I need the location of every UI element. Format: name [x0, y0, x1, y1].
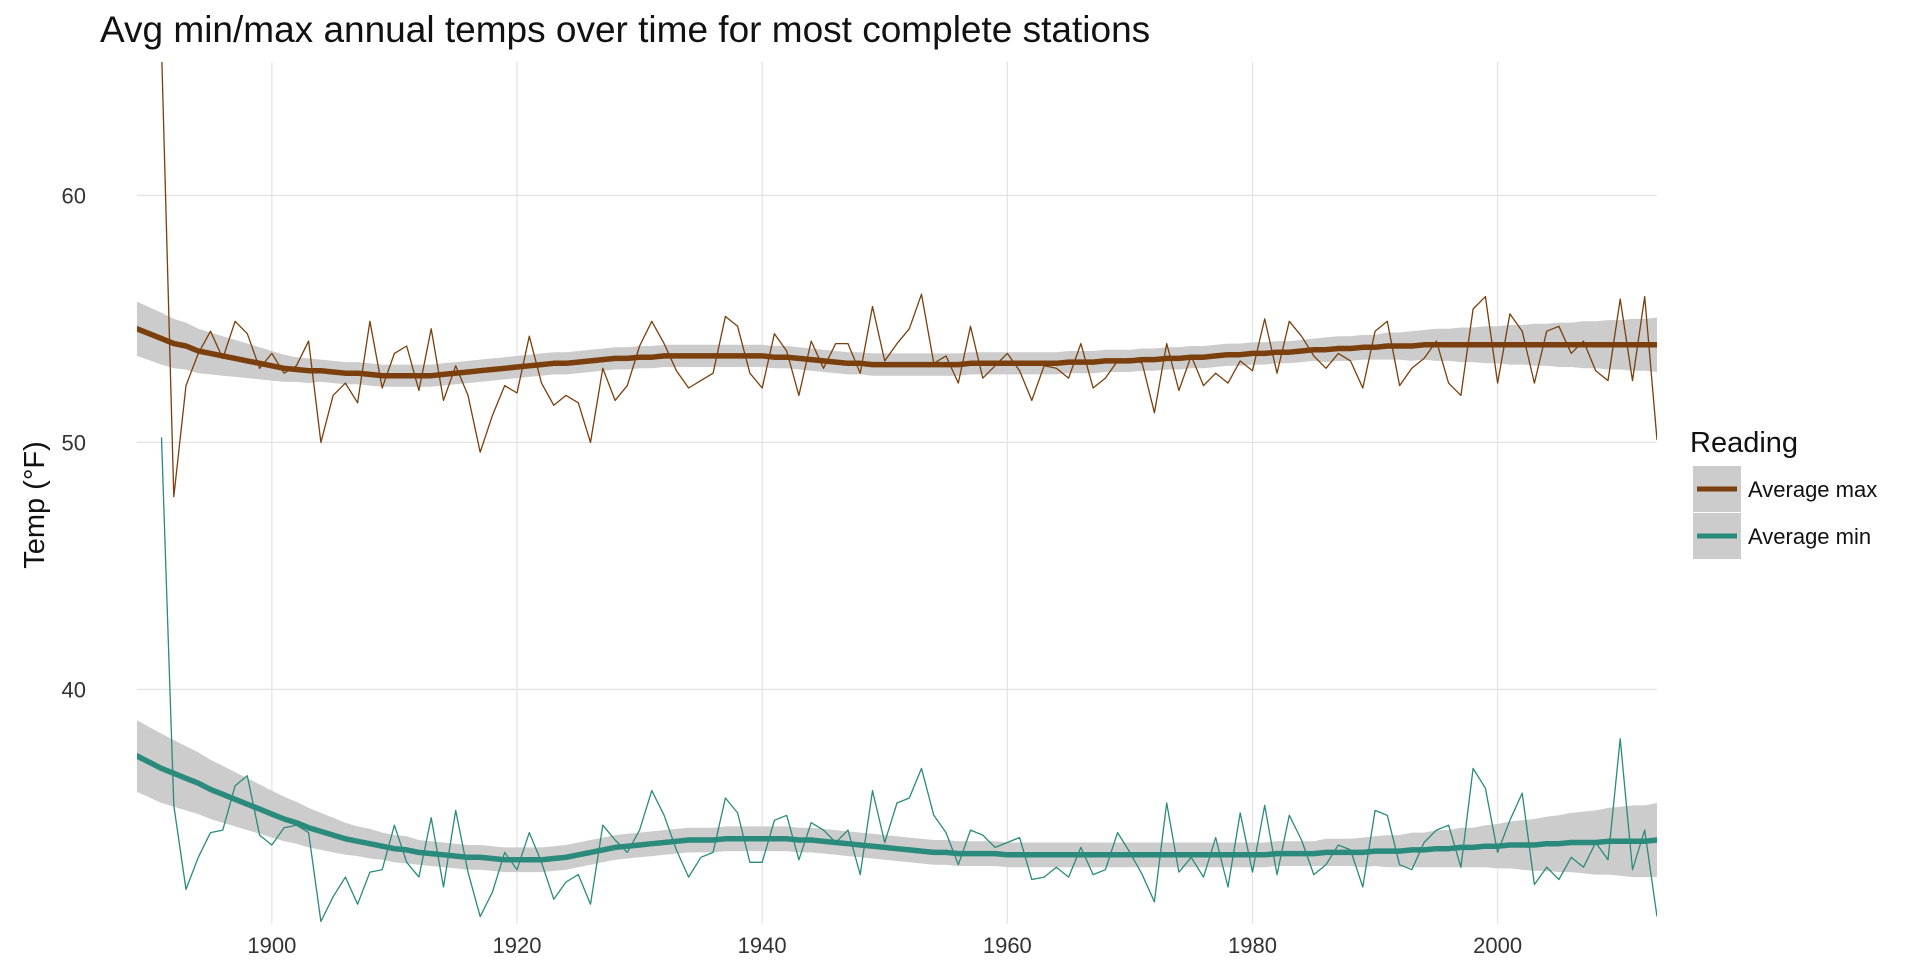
x-tick-label: 2000	[1473, 933, 1522, 958]
gridlines	[137, 62, 1657, 924]
average-min-legend-label: Average min	[1748, 524, 1871, 549]
smooth-series-lines	[137, 326, 1657, 863]
x-tick-label: 1940	[738, 933, 787, 958]
y-tick-label: 50	[62, 430, 86, 455]
x-tick-label: 1900	[247, 933, 296, 958]
average-min-confidence-band	[137, 720, 1657, 878]
average-max-yearly-line	[161, 62, 1657, 498]
average-min-smooth-line	[137, 753, 1657, 863]
chart-title: Avg min/max annual temps over time for m…	[100, 9, 1150, 50]
legend: Reading Average max Average min	[1690, 427, 1877, 559]
y-tick-label: 60	[62, 183, 86, 208]
average-max-legend-label: Average max	[1748, 477, 1877, 502]
raw-series-lines	[160, 62, 1657, 923]
y-tick-label: 40	[62, 677, 86, 702]
average-min-yearly-line	[160, 437, 1657, 923]
y-axis-title: Temp (°F)	[19, 441, 51, 569]
x-axis-ticks: 1900 1920 1940 1960 1980 2000	[247, 933, 1522, 958]
x-tick-label: 1960	[983, 933, 1032, 958]
x-tick-label: 1980	[1228, 933, 1277, 958]
average-max-smooth-line	[137, 326, 1657, 379]
x-tick-label: 1920	[493, 933, 542, 958]
y-axis-ticks: 40 50 60	[62, 183, 86, 702]
legend-title: Reading	[1690, 427, 1798, 459]
confidence-bands	[137, 301, 1657, 878]
